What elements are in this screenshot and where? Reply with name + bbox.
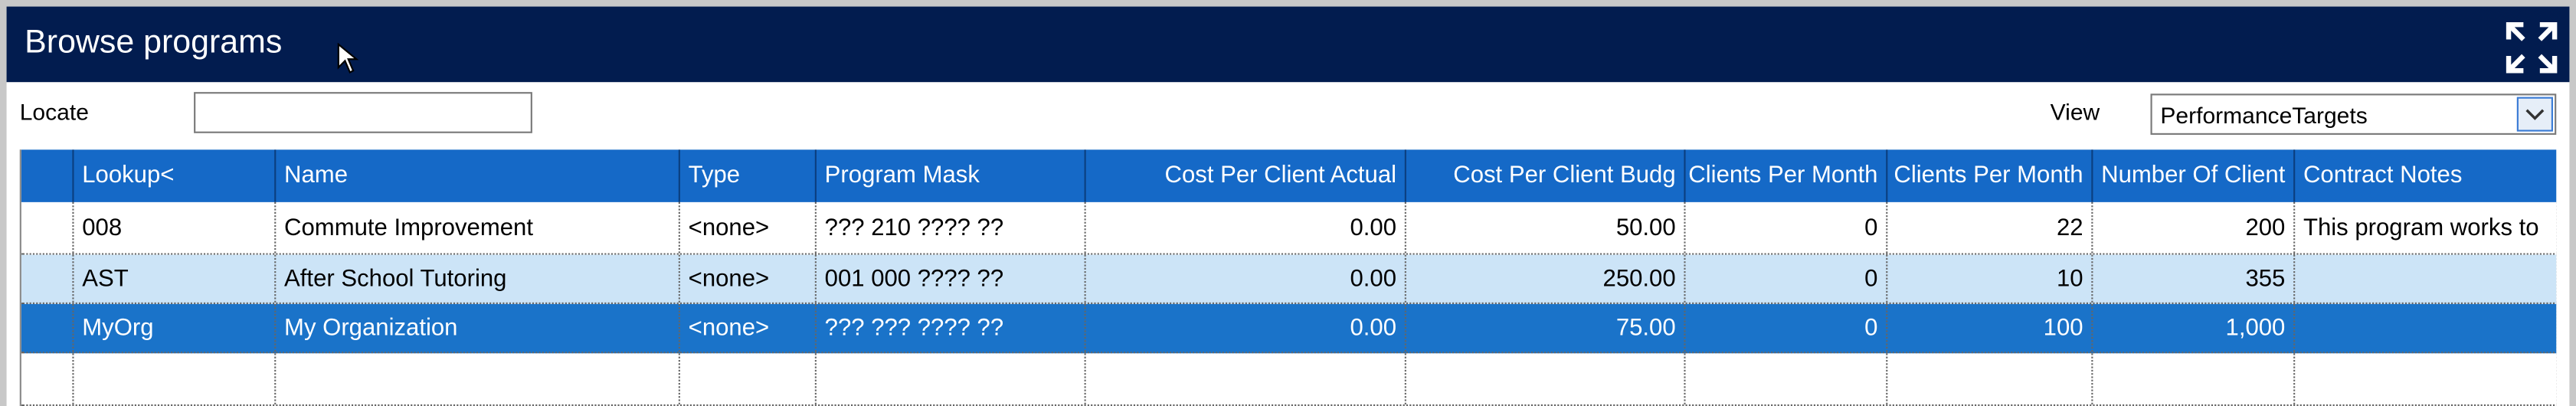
table-cell: <none> — [680, 303, 817, 352]
table-row[interactable]: AST After School Tutoring <none> 001 000 ??… — [21, 254, 2557, 304]
table-cell: This program works to — [2295, 202, 2556, 254]
column-header[interactable]: Cost Per Client Budg — [1406, 149, 1686, 202]
title-bar: Browse programs — [6, 6, 2570, 83]
column-header[interactable]: Program Mask — [817, 149, 1086, 202]
expand-button[interactable] — [2504, 20, 2560, 76]
table-cell: 0 — [1686, 254, 1888, 303]
table-cell — [1406, 353, 1686, 404]
column-header[interactable]: Cost Per Client Actual — [1086, 149, 1406, 202]
table-cell: MyOrg — [74, 303, 277, 352]
table-cell — [2093, 353, 2296, 404]
dropdown-button[interactable] — [2516, 97, 2553, 132]
view-label: View — [2050, 98, 2100, 126]
window-title: Browse programs — [25, 25, 283, 61]
table-cell: AST — [74, 254, 277, 303]
table-cell: 0.00 — [1086, 303, 1406, 352]
table-cell — [817, 353, 1086, 404]
view-select[interactable]: PerformanceTargets — [2150, 93, 2557, 135]
table-cell: After School Tutoring — [276, 254, 680, 303]
column-header[interactable]: Clients Per Month — [1887, 149, 2093, 202]
table-cell — [2295, 353, 2556, 404]
row-selector — [21, 149, 74, 202]
column-header[interactable]: Type — [680, 149, 817, 202]
table-cell — [680, 353, 817, 404]
locate-label: Locate — [19, 98, 89, 126]
table-cell: 10 — [1887, 254, 2093, 303]
row-selector — [21, 353, 74, 404]
table-row[interactable] — [21, 353, 2557, 406]
table-cell — [1686, 353, 1888, 404]
table-cell: My Organization — [276, 303, 680, 352]
column-header[interactable]: Name — [276, 149, 680, 202]
table-cell: 0 — [1686, 303, 1888, 352]
dropdown-arrow — [2525, 109, 2545, 120]
table-cell: 0 — [1686, 201, 1888, 254]
table-cell: <none> — [680, 201, 817, 254]
locate-input[interactable] — [194, 92, 532, 133]
table-cell: Commute Improvement — [276, 201, 680, 254]
table-cell: 1,000 — [2093, 303, 2296, 352]
table-cell: <none> — [680, 254, 817, 303]
table-cell: 0.00 — [1086, 254, 1406, 303]
row-selector — [21, 303, 74, 352]
column-header[interactable]: Lookup< — [74, 149, 277, 202]
table-cell — [2295, 304, 2556, 352]
table-cell: 001 000 ???? ?? — [817, 254, 1086, 303]
column-header[interactable]: Clients Per Month — [1686, 149, 1888, 202]
table-cell: 100 — [1887, 303, 2093, 352]
table-cell: 22 — [1887, 201, 2093, 254]
header-row: Lookup< Name Type Program Mask Cost Per Clie… — [21, 149, 2557, 202]
table-cell: 0.00 — [1086, 201, 1406, 254]
cursor — [337, 42, 359, 74]
table-cell — [276, 353, 680, 404]
table-cell: 355 — [2093, 254, 2296, 303]
table-cell — [1086, 353, 1406, 404]
table-cell: ??? ??? ???? ?? — [817, 303, 1086, 352]
row-selector — [21, 254, 74, 303]
table-cell: 75.00 — [1406, 303, 1686, 352]
table-row[interactable]: 008 Commute Improvement <none>??? 210 ????… — [21, 201, 2557, 255]
table-row[interactable]: MyOrg My Organization <none>??? ??? ???? ?… — [21, 303, 2557, 354]
row-selector — [21, 201, 74, 254]
content: Locate View PerformanceTargets Lookup< Na… — [6, 82, 2570, 406]
view-value: PerformanceTargets — [2160, 102, 2368, 129]
table-cell: ??? 210 ???? ?? — [817, 201, 1086, 254]
table-cell — [1887, 353, 2093, 404]
table-cell: 50.00 — [1406, 201, 1686, 254]
column-header[interactable]: Contract Notes — [2295, 149, 2556, 202]
table-cell: 008 — [74, 201, 277, 254]
table-cell: 250.00 — [1406, 254, 1686, 303]
table-cell — [74, 353, 277, 404]
table-cell — [2295, 255, 2556, 303]
column-header[interactable]: Number Of Client — [2093, 149, 2296, 202]
table-cell: 200 — [2093, 201, 2296, 254]
grid: Lookup< Name Type Program Mask Cost Per Clie… — [19, 149, 2557, 406]
